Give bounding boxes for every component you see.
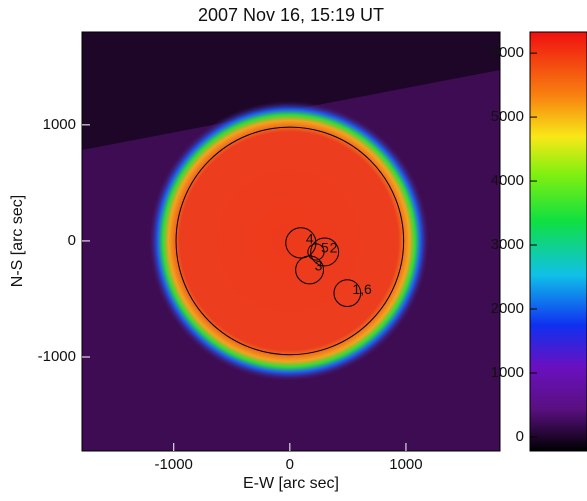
colorbar-tick-label: 2000 [491, 300, 524, 317]
y-tick-label: 0 [68, 232, 76, 249]
region-circle [310, 237, 340, 267]
colorbar-tick-label: 6000 [491, 44, 524, 61]
solar-limb [175, 126, 405, 356]
y-tick-label: -1000 [38, 348, 76, 365]
colorbar-tick-label: 1000 [491, 364, 524, 381]
region-label: 2 [330, 240, 338, 256]
plot-frame [81, 31, 501, 452]
region-label: 3 [315, 258, 323, 274]
colorbar-tick-label: 3000 [491, 236, 524, 253]
colorbar-tick-label: 5000 [491, 108, 524, 125]
x-tick-label: -1000 [155, 456, 193, 473]
region-circle [307, 243, 325, 261]
x-tick-label: 0 [286, 456, 294, 473]
x-axis-label: E-W [arc sec] [243, 475, 339, 492]
region-circle [285, 227, 317, 259]
y-tick-label: 1000 [43, 116, 76, 133]
x-tick-label: 1000 [389, 456, 422, 473]
solar-image [82, 32, 500, 451]
colorbar-tick-label: 0 [516, 428, 524, 445]
region-label: 4 [306, 231, 314, 247]
y-axis-label: N-S [arc sec] [9, 195, 26, 287]
region-label: 5 [321, 240, 329, 256]
region-circle [333, 279, 362, 308]
region-label: 1,6 [352, 281, 372, 297]
colorbar-tick-label: 4000 [491, 172, 524, 189]
chart-title: 2007 Nov 16, 15:19 UT [198, 5, 384, 25]
region-circle [295, 255, 325, 285]
colorbar [529, 31, 587, 452]
